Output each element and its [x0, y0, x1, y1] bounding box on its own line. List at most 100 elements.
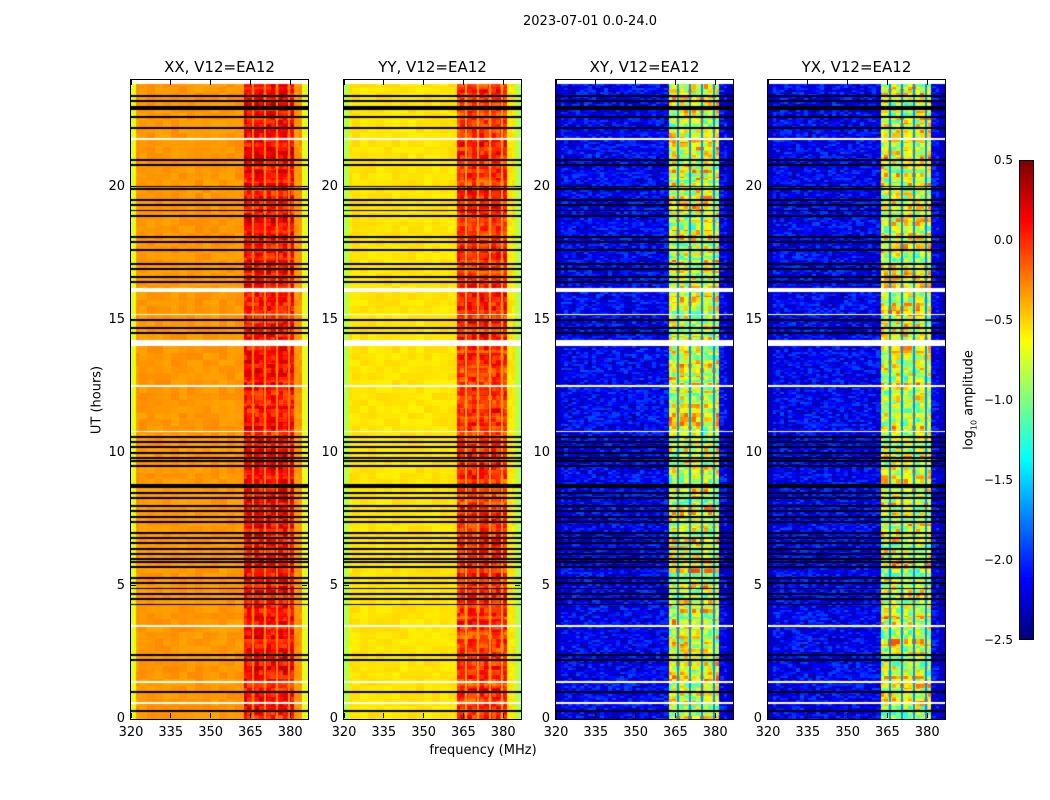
- x-tick-mark: [130, 713, 132, 718]
- x-tick-mark: [343, 713, 345, 718]
- y-tick-label: 0: [541, 711, 550, 726]
- y-tick-mark: [768, 186, 773, 187]
- y-tick-mark: [556, 452, 561, 454]
- x-tick-mark: [343, 80, 345, 85]
- panel-title: XX, V12=EA12: [164, 58, 275, 76]
- y-tick-mark: [939, 186, 944, 187]
- x-tick-mark: [926, 713, 928, 718]
- y-tick-mark: [727, 718, 732, 720]
- y-tick-mark: [768, 319, 773, 321]
- x-tick-mark: [423, 80, 425, 85]
- y-tick-mark: [344, 186, 349, 187]
- y-tick-mark: [302, 319, 307, 321]
- x-tick-label: 365: [662, 725, 688, 740]
- y-tick-label: 0: [753, 711, 762, 726]
- colorbar-tick-label: −1.5: [983, 473, 1013, 487]
- x-tick-label: 335: [583, 725, 609, 740]
- y-tick-mark: [131, 319, 136, 321]
- x-tick-label: 380: [702, 725, 728, 740]
- y-tick-mark: [768, 585, 773, 587]
- y-tick-label: 10: [533, 444, 550, 460]
- y-tick-mark: [302, 186, 307, 187]
- x-tick-mark: [383, 80, 385, 85]
- colorbar: [1019, 160, 1034, 640]
- x-tick-label: 350: [198, 725, 224, 740]
- colorbar-tick-label: 0.0: [993, 233, 1013, 247]
- x-tick-mark: [249, 713, 251, 718]
- y-tick-mark: [131, 585, 136, 587]
- y-tick-mark: [939, 319, 944, 321]
- x-tick-label: 365: [874, 725, 900, 740]
- x-tick-mark: [926, 80, 928, 85]
- y-tick-mark: [344, 452, 349, 454]
- x-tick-label: 335: [795, 725, 821, 740]
- y-tick-mark: [515, 319, 520, 321]
- x-tick-mark: [807, 713, 809, 718]
- x-tick-mark: [170, 80, 172, 85]
- y-tick-mark: [344, 585, 349, 587]
- x-tick-mark: [714, 80, 716, 85]
- heatmap-panel-3: XY, V12=EA12 320 335 350 365 380 0 5 10 15 20: [533, 58, 734, 740]
- x-tick-label: 320: [755, 725, 781, 740]
- y-tick-mark: [556, 186, 561, 187]
- y-tick-mark: [727, 319, 732, 321]
- y-tick-label: 15: [321, 311, 338, 327]
- colorbar-tick-label: −1.0: [983, 393, 1013, 407]
- y-tick-label: 5: [329, 577, 338, 593]
- y-tick-label: 15: [745, 311, 762, 327]
- y-tick-mark: [727, 452, 732, 454]
- colorbar-tick-label: 0.5: [993, 153, 1013, 167]
- y-tick-label: 5: [541, 577, 550, 593]
- y-tick-label: 15: [108, 311, 125, 327]
- x-tick-label: 365: [450, 725, 476, 740]
- x-axis-label: frequency (MHz): [429, 743, 537, 758]
- y-tick-mark: [939, 452, 944, 454]
- y-tick-label: 20: [533, 178, 550, 194]
- x-tick-mark: [635, 80, 637, 85]
- y-tick-mark: [939, 585, 944, 587]
- x-tick-mark: [886, 80, 888, 85]
- x-tick-mark: [847, 713, 849, 718]
- y-tick-mark: [302, 452, 307, 454]
- heatmap-image: [131, 80, 308, 719]
- y-tick-mark: [556, 718, 561, 720]
- x-tick-mark: [635, 713, 637, 718]
- y-tick-mark: [515, 718, 520, 720]
- x-tick-mark: [502, 713, 504, 718]
- y-tick-mark: [131, 186, 136, 187]
- x-tick-mark: [423, 713, 425, 718]
- x-tick-label: 320: [118, 725, 144, 740]
- x-tick-mark: [555, 713, 557, 718]
- y-tick-mark: [131, 718, 136, 720]
- x-tick-mark: [674, 80, 676, 85]
- heatmap-panel-2: YY, V12=EA12 320 335 350 365 380 0 5 10 15 20: [321, 58, 522, 740]
- y-tick-mark: [556, 319, 561, 321]
- x-tick-mark: [383, 713, 385, 718]
- x-tick-mark: [249, 80, 251, 85]
- x-tick-mark: [289, 80, 291, 85]
- x-tick-label: 320: [543, 725, 569, 740]
- y-tick-mark: [727, 585, 732, 587]
- colorbar-tick-label: −2.5: [983, 633, 1013, 647]
- y-tick-mark: [727, 186, 732, 187]
- x-tick-mark: [886, 713, 888, 718]
- y-tick-label: 0: [116, 711, 125, 726]
- y-tick-label: 20: [745, 178, 762, 194]
- y-tick-label: 10: [745, 444, 762, 460]
- heatmap-image: [556, 80, 733, 719]
- panel-title: YX, V12=EA12: [801, 58, 912, 76]
- x-tick-mark: [847, 80, 849, 85]
- y-tick-label: 10: [108, 444, 125, 460]
- x-tick-label: 350: [835, 725, 861, 740]
- x-tick-mark: [767, 80, 769, 85]
- x-tick-mark: [714, 713, 716, 718]
- y-axis-label: UT (hours): [89, 365, 105, 435]
- y-tick-mark: [939, 718, 944, 720]
- x-tick-label: 320: [331, 725, 357, 740]
- x-tick-mark: [289, 713, 291, 718]
- y-tick-mark: [302, 718, 307, 720]
- heatmap-image: [768, 80, 945, 719]
- y-tick-label: 5: [116, 577, 125, 593]
- y-tick-mark: [302, 585, 307, 587]
- panel-title: XY, V12=EA12: [589, 58, 700, 76]
